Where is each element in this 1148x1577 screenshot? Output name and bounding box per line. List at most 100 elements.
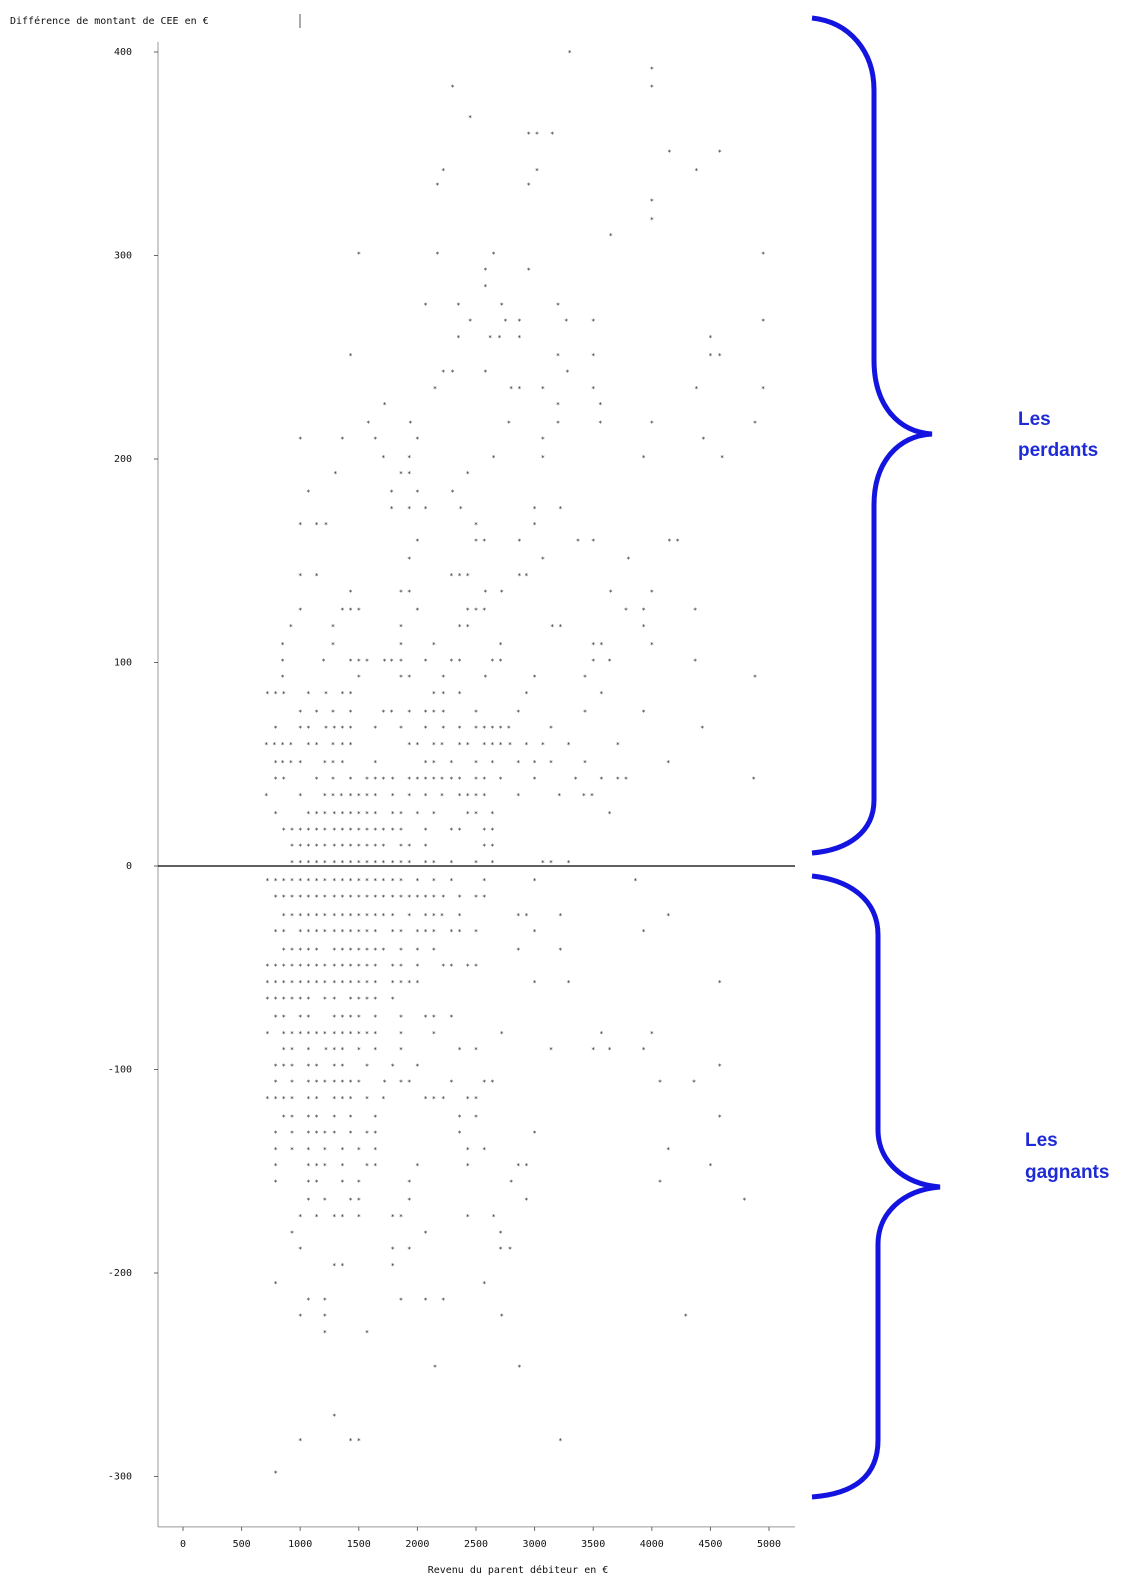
data-point: * bbox=[490, 810, 494, 818]
data-point: * bbox=[306, 912, 310, 920]
data-point: * bbox=[432, 1095, 436, 1103]
data-point: * bbox=[433, 1364, 437, 1372]
data-point: * bbox=[273, 1162, 277, 1170]
data-point: * bbox=[289, 623, 293, 631]
data-point: * bbox=[450, 489, 454, 497]
data-point: * bbox=[348, 792, 352, 800]
data-point: * bbox=[282, 1046, 286, 1054]
data-point: * bbox=[306, 1046, 310, 1054]
data-point: * bbox=[457, 725, 461, 733]
data-point: * bbox=[650, 419, 654, 427]
data-point: * bbox=[357, 1014, 361, 1022]
data-point: * bbox=[407, 470, 411, 478]
data-point: * bbox=[491, 454, 495, 462]
data-point: * bbox=[365, 859, 369, 867]
data-point: * bbox=[365, 792, 369, 800]
data-point: * bbox=[298, 1246, 302, 1254]
data-point: * bbox=[399, 894, 403, 902]
data-point: * bbox=[298, 995, 302, 1003]
data-point: * bbox=[549, 759, 553, 767]
data-points: * * * * * * * * * * * * * * * * * * * * * * * * * * * * * * * * * * * * * * * *… bbox=[264, 49, 765, 1477]
data-point: * bbox=[609, 232, 613, 240]
data-point: * bbox=[557, 792, 561, 800]
data-point: * bbox=[423, 301, 427, 309]
data-point: * bbox=[332, 1213, 336, 1221]
data-point: * bbox=[457, 1113, 461, 1121]
data-point: * bbox=[753, 419, 757, 427]
data-point: * bbox=[381, 454, 385, 462]
data-point: * bbox=[323, 894, 327, 902]
data-point: * bbox=[332, 1262, 336, 1270]
data-point: * bbox=[399, 877, 403, 885]
data-point: * bbox=[482, 775, 486, 783]
data-point: * bbox=[340, 1062, 344, 1070]
data-point: * bbox=[314, 1030, 318, 1038]
data-point: * bbox=[290, 1095, 294, 1103]
data-point: * bbox=[391, 1246, 395, 1254]
data-point: * bbox=[348, 1030, 352, 1038]
data-point: * bbox=[348, 1437, 352, 1445]
data-point: * bbox=[499, 641, 503, 649]
data-point: * bbox=[373, 995, 377, 1003]
data-point: * bbox=[282, 690, 286, 698]
data-point: * bbox=[399, 979, 403, 987]
data-point: * bbox=[348, 775, 352, 783]
data-point: * bbox=[650, 641, 654, 649]
data-point: * bbox=[281, 759, 285, 767]
x-tick-label: 500 bbox=[233, 1539, 251, 1550]
data-point: * bbox=[306, 946, 310, 954]
data-point: * bbox=[558, 946, 562, 954]
data-point: * bbox=[483, 283, 487, 291]
y-axis-title: Différence de montant de CEE en € bbox=[10, 15, 209, 27]
data-point: * bbox=[641, 928, 645, 936]
data-point: * bbox=[524, 690, 528, 698]
data-point: * bbox=[516, 1162, 520, 1170]
x-tick-label: 4000 bbox=[640, 1539, 664, 1550]
data-point: * bbox=[348, 1197, 352, 1205]
data-point: * bbox=[650, 1030, 654, 1038]
data-point: * bbox=[264, 741, 268, 749]
data-point: * bbox=[340, 725, 344, 733]
data-point: * bbox=[373, 963, 377, 971]
data-point: * bbox=[348, 995, 352, 1003]
data-point: * bbox=[616, 741, 620, 749]
data-point: * bbox=[535, 167, 539, 175]
data-point: * bbox=[490, 725, 494, 733]
data-point: * bbox=[718, 1113, 722, 1121]
data-point: * bbox=[282, 1095, 286, 1103]
data-point: * bbox=[407, 894, 411, 902]
data-point: * bbox=[314, 1162, 318, 1170]
data-point: * bbox=[718, 149, 722, 157]
data-point: * bbox=[282, 826, 286, 834]
data-point: * bbox=[488, 334, 492, 342]
data-point: * bbox=[407, 708, 411, 716]
data-point: * bbox=[282, 1014, 286, 1022]
data-point: * bbox=[373, 877, 377, 885]
data-point: * bbox=[265, 877, 269, 885]
data-point: * bbox=[432, 894, 436, 902]
data-point: * bbox=[332, 877, 336, 885]
data-point: * bbox=[340, 810, 344, 818]
data-point: * bbox=[373, 759, 377, 767]
data-point: * bbox=[466, 1095, 470, 1103]
data-point: * bbox=[666, 759, 670, 767]
data-point: * bbox=[407, 912, 411, 920]
data-point: * bbox=[391, 894, 395, 902]
data-point: * bbox=[527, 181, 531, 189]
data-point: * bbox=[391, 912, 395, 920]
data-point: * bbox=[499, 657, 503, 665]
data-point: * bbox=[365, 843, 369, 851]
data-point: * bbox=[483, 267, 487, 275]
data-point: * bbox=[373, 436, 377, 444]
data-point: * bbox=[423, 759, 427, 767]
data-point: * bbox=[474, 1113, 478, 1121]
data-point: * bbox=[650, 84, 654, 92]
data-point: * bbox=[399, 470, 403, 478]
data-point: * bbox=[466, 963, 470, 971]
data-point: * bbox=[290, 963, 294, 971]
data-point: * bbox=[474, 759, 478, 767]
data-point: * bbox=[550, 130, 554, 138]
data-point: * bbox=[373, 1162, 377, 1170]
data-point: * bbox=[423, 657, 427, 665]
